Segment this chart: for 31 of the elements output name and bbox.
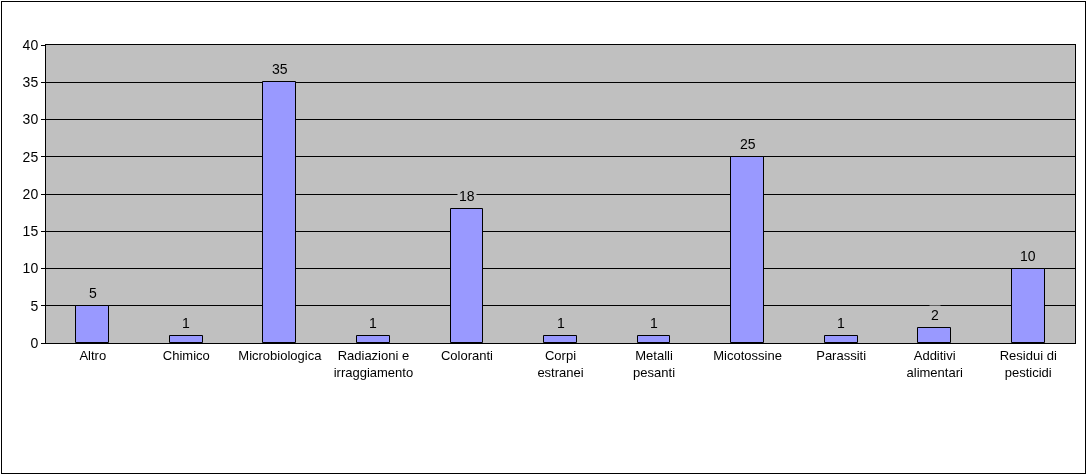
x-tick-label: Metalli pesanti [633, 347, 676, 380]
data-label: 25 [740, 136, 756, 152]
x-tick-label: Corpi estranei [537, 347, 584, 380]
x-tick-label: Coloranti [440, 347, 494, 363]
y-tick-label: 40 [22, 36, 39, 53]
x-tick-label: Microbiologica [238, 347, 323, 363]
data-label: 35 [272, 61, 288, 77]
data-label: 1 [837, 315, 845, 331]
data-label: 2 [931, 307, 939, 323]
y-tick-label: 35 [22, 74, 39, 91]
x-tick-label: Radiazioni e irraggiamento [333, 347, 414, 380]
y-tick-label: 15 [22, 223, 39, 240]
x-tick-label: Chimico [162, 347, 210, 363]
y-tick-label: 5 [30, 297, 39, 314]
data-label: 10 [1020, 248, 1036, 264]
x-tick-label: Residui di pesticidi [999, 347, 1057, 380]
data-label: 1 [369, 315, 377, 331]
data-label: 1 [182, 315, 190, 331]
y-tick-label: 30 [22, 111, 39, 128]
data-label: 1 [650, 315, 658, 331]
x-tick-label: Micotossine [713, 347, 782, 363]
data-label: 5 [89, 285, 97, 301]
x-tick-label: Altro [79, 347, 107, 363]
y-tick-label: 0 [30, 334, 39, 351]
x-tick-label: Additivi alimentari [906, 347, 963, 380]
y-tick-label: 25 [22, 148, 39, 165]
y-tick-label: 20 [22, 185, 39, 202]
y-tick-label: 10 [22, 260, 39, 277]
x-tick-label: Parassiti [816, 347, 867, 363]
data-label: 1 [557, 315, 565, 331]
data-label: 18 [459, 188, 475, 204]
